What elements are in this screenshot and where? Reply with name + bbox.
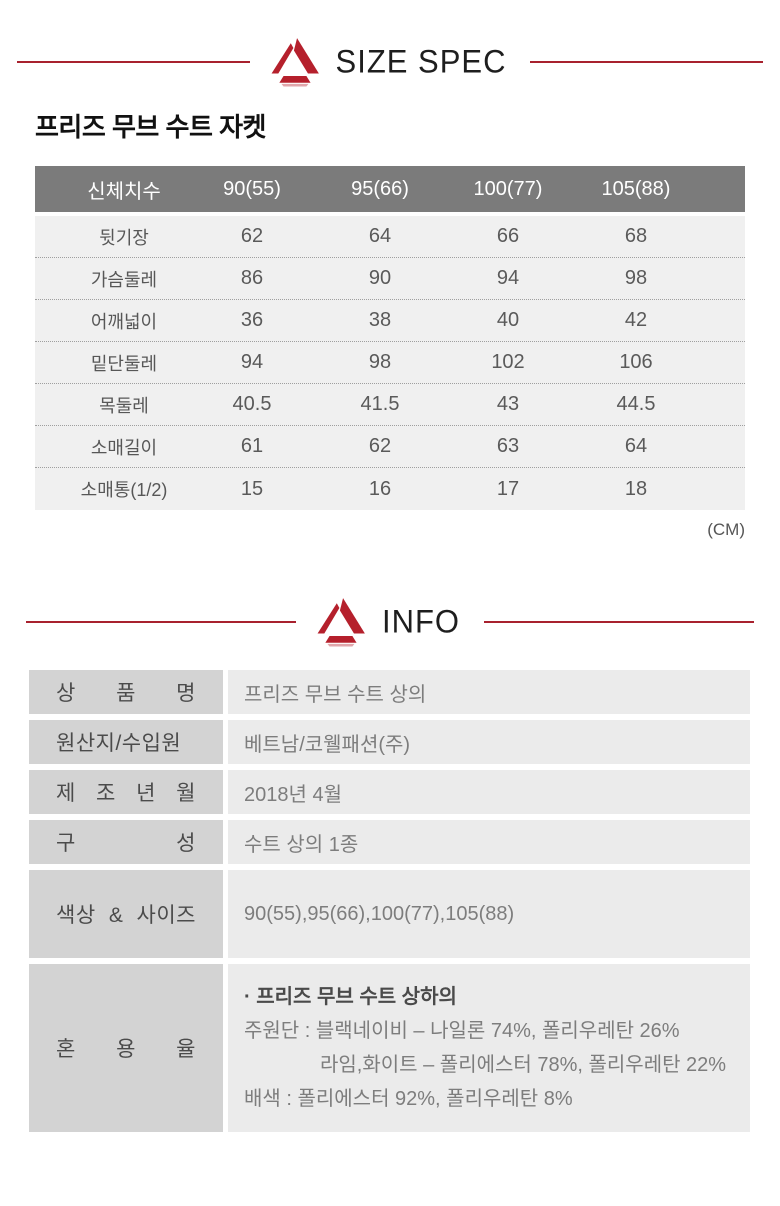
info-label-text: 원산지/수입원: [56, 732, 182, 755]
info-row-color-size: 색상 & 사이즈 90(55),95(66),100(77),105(88): [29, 870, 750, 958]
left-rule: [25, 621, 296, 623]
unit-label: (CM): [707, 520, 745, 539]
size-table-header-row: 신체치수 90(55) 95(66) 100(77) 105(88): [35, 166, 745, 212]
product-title: 프리즈 무브 수트 자켓: [35, 112, 266, 142]
info-value: 베트남/코웰패션(주): [228, 720, 750, 764]
table-row: 가슴둘레 86 90 94 98: [35, 258, 745, 300]
cell: 16: [368, 477, 392, 500]
right-rule: [530, 61, 764, 63]
table-row: 뒷기장 62 64 66 68: [35, 216, 745, 258]
table-row: 밑단둘레 94 98 102 106: [35, 342, 745, 384]
row-label: 목둘레: [99, 395, 149, 416]
info-label-text: 혼 용 율: [56, 1038, 196, 1061]
cell: 98: [624, 267, 648, 289]
size-table-header-cell: 105(88): [601, 177, 671, 200]
cell: 18: [624, 477, 648, 500]
info-label: 구 성: [29, 820, 223, 864]
cell: 17: [496, 477, 520, 500]
row-label: 밑단둘레: [90, 353, 158, 374]
cell: 66: [496, 225, 520, 247]
info-label-text: 색상 & 사이즈: [56, 904, 196, 927]
left-rule: [16, 61, 250, 63]
cell: 94: [496, 267, 520, 289]
row-label: 소매길이: [90, 437, 158, 458]
row-label: 가슴둘레: [90, 269, 158, 290]
reebok-delta-icon: [316, 597, 368, 647]
size-table-body: 뒷기장 62 64 66 68 가슴둘레 86 90 94 98 어깨넓이 36…: [35, 216, 745, 510]
cell: 42: [624, 309, 648, 331]
cell: 15: [240, 477, 264, 500]
info-label: 색상 & 사이즈: [29, 870, 223, 958]
row-label: 소매통(1/2): [80, 480, 168, 500]
section-title-size-spec: SIZE SPEC: [335, 43, 507, 80]
cell: 40.5: [232, 393, 272, 415]
size-table-header-cell: 신체치수: [87, 180, 161, 203]
cell: 62: [240, 225, 264, 247]
size-table-header-cell: 100(77): [473, 177, 543, 200]
right-rule: [484, 621, 755, 623]
info-row-composition: 구 성 수트 상의 1종: [29, 820, 750, 864]
cell: 43: [496, 393, 520, 415]
cell: 94: [240, 351, 264, 373]
cell: 62: [368, 435, 392, 457]
info-section-header: INFO: [0, 596, 780, 648]
cell: 61: [240, 435, 264, 457]
cell: 102: [491, 351, 525, 373]
info-label: 제 조 년 월: [29, 770, 223, 814]
info-value: 90(55),95(66),100(77),105(88): [228, 870, 750, 958]
info-label: 원산지/수입원: [29, 720, 223, 764]
table-row: 소매길이 61 62 63 64: [35, 426, 745, 468]
info-table: 상 품 명 프리즈 무브 수트 상의 원산지/수입원 베트남/코웰패션(주) 제…: [29, 670, 750, 1132]
cell: 106: [619, 351, 653, 373]
fabric-mix-line: 배색 : 폴리에스터 92%, 폴리우레탄 8%: [244, 1088, 573, 1110]
fabric-mix-line: 주원단 : 블랙네이비 – 나일론 74%, 폴리우레탄 26%: [244, 1020, 680, 1042]
info-label-text: 상 품 명: [56, 682, 196, 705]
cell: 86: [240, 267, 264, 289]
cell: 40: [496, 309, 520, 331]
cell: 98: [368, 351, 392, 373]
info-value: 2018년 4월: [228, 770, 750, 814]
cell: 90: [368, 267, 392, 289]
cell: 64: [368, 225, 392, 247]
size-table: 신체치수 90(55) 95(66) 100(77) 105(88) 뒷기장 6…: [35, 166, 745, 510]
info-row-manufacture-date: 제 조 년 월 2018년 4월: [29, 770, 750, 814]
info-value-fabric-mix: · 프리즈 무브 수트 상하의 주원단 : 블랙네이비 – 나일론 74%, 폴…: [228, 964, 750, 1132]
info-label-text: 구 성: [56, 832, 196, 855]
size-table-header-cell: 90(55): [223, 177, 281, 200]
cell: 41.5: [360, 393, 400, 415]
info-value: 프리즈 무브 수트 상의: [228, 670, 750, 714]
info-row-product-name: 상 품 명 프리즈 무브 수트 상의: [29, 670, 750, 714]
cell: 38: [368, 309, 392, 331]
cell: 64: [624, 435, 648, 457]
row-label: 뒷기장: [99, 227, 149, 248]
fabric-mix-line: 라임,화이트 – 폴리에스터 78%, 폴리우레탄 22%: [320, 1054, 727, 1076]
size-table-header-cell: 95(66): [351, 177, 409, 200]
section-title-info: INFO: [381, 603, 461, 640]
cell: 63: [496, 435, 520, 457]
cell: 68: [624, 225, 648, 247]
table-row: 소매통(1/2) 15 16 17 18: [35, 468, 745, 510]
info-row-fabric-mix: 혼 용 율 · 프리즈 무브 수트 상하의 주원단 : 블랙네이비 – 나일론 …: [29, 964, 750, 1132]
info-value: 수트 상의 1종: [228, 820, 750, 864]
table-row: 목둘레 40.5 41.5 43 44.5: [35, 384, 745, 426]
info-label: 혼 용 율: [29, 964, 223, 1132]
table-row: 어깨넓이 36 38 40 42: [35, 300, 745, 342]
reebok-delta-icon: [270, 37, 322, 87]
size-spec-section-header: SIZE SPEC: [0, 36, 780, 88]
cell: 36: [240, 309, 264, 331]
fabric-mix-title: · 프리즈 무브 수트 상하의: [244, 986, 457, 1008]
cell: 44.5: [616, 393, 656, 415]
info-row-origin: 원산지/수입원 베트남/코웰패션(주): [29, 720, 750, 764]
row-label: 어깨넓이: [90, 311, 158, 332]
info-label: 상 품 명: [29, 670, 223, 714]
info-label-text: 제 조 년 월: [56, 782, 196, 805]
